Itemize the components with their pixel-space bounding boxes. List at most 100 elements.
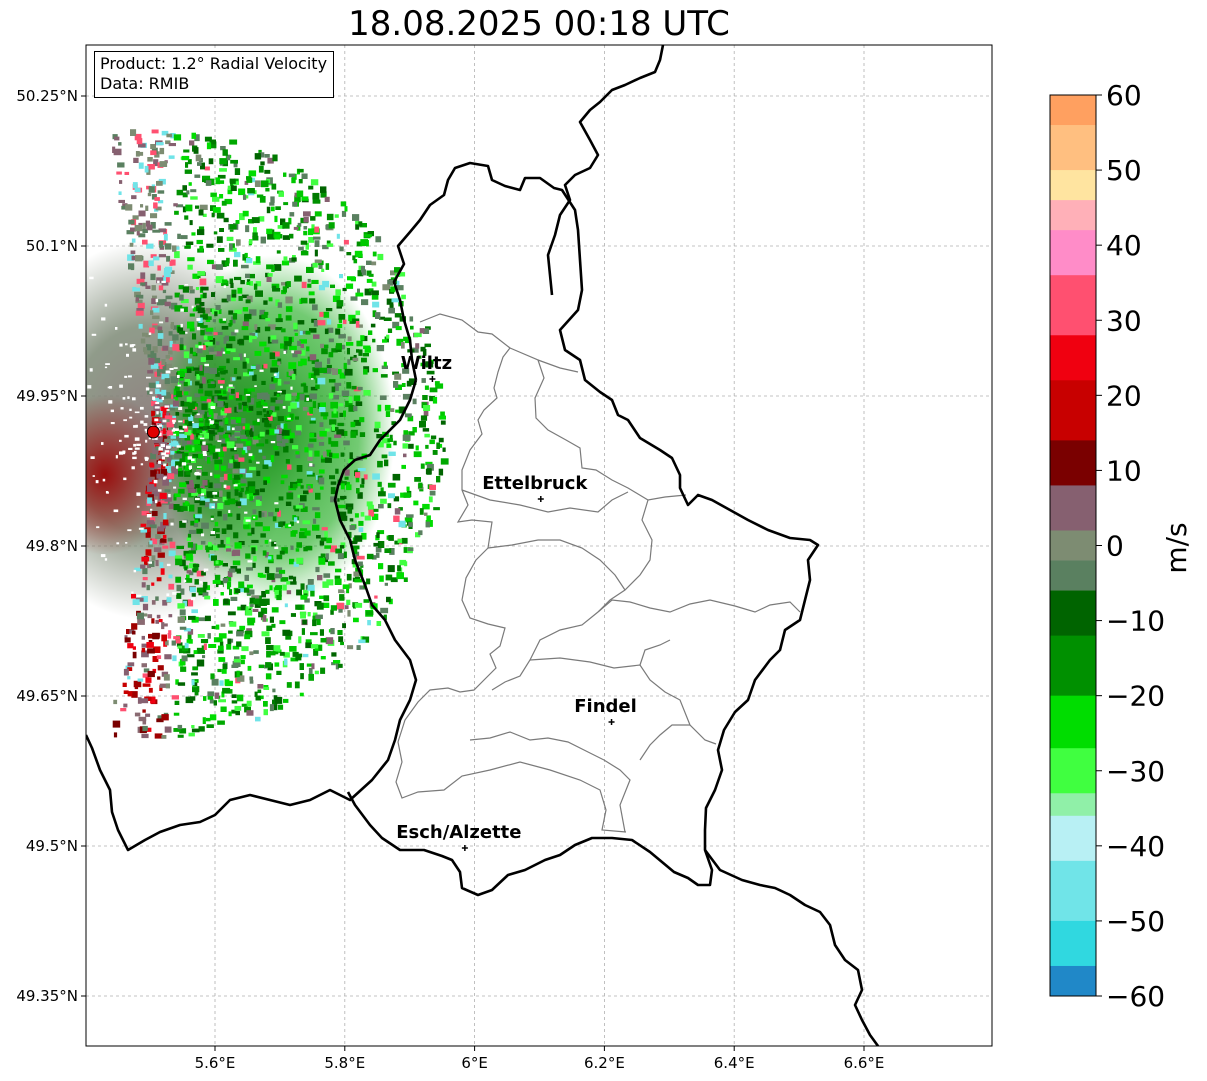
- radar-echo-gap: [136, 594, 142, 597]
- radar-echo-pixel: [360, 335, 365, 341]
- radar-echo-pixel: [300, 344, 304, 348]
- radar-echo-pixel: [166, 133, 173, 138]
- radar-echo-pixel: [404, 517, 413, 523]
- radar-echo-gap: [129, 408, 132, 411]
- radar-echo-pixel: [157, 369, 165, 373]
- radar-echo-gap: [208, 418, 212, 421]
- radar-echo-pixel: [346, 599, 351, 605]
- radar-echo-pixel: [262, 526, 270, 532]
- radar-echo-pixel: [372, 251, 377, 257]
- radar-echo-pixel: [206, 243, 214, 248]
- canton-boundary-line: [487, 539, 626, 591]
- radar-echo-pixel: [150, 254, 157, 258]
- radar-echo-pixel: [219, 680, 224, 686]
- radar-echo-pixel: [288, 575, 294, 580]
- radar-echo-pixel: [251, 539, 259, 543]
- radar-echo-pixel: [181, 655, 188, 662]
- radar-echo-pixel: [157, 371, 161, 377]
- radar-echo-pixel: [117, 162, 125, 168]
- radar-echo-pixel: [271, 607, 279, 613]
- radar-echo-pixel: [222, 514, 228, 521]
- radar-echo-pixel: [262, 550, 267, 556]
- radar-echo-pixel: [429, 395, 435, 402]
- radar-echo-pixel: [132, 630, 136, 635]
- radar-echo-gap: [172, 427, 175, 431]
- radar-echo-pixel: [307, 278, 311, 283]
- radar-echo-pixel: [197, 617, 206, 622]
- radar-echo-gap: [123, 419, 127, 422]
- radar-echo-gap: [156, 384, 162, 388]
- radar-echo-pixel: [138, 210, 146, 217]
- radar-echo-pixel: [235, 220, 240, 224]
- radar-echo-pixel: [271, 339, 279, 344]
- radar-echo-pixel: [378, 504, 384, 509]
- radar-echo-pixel: [245, 440, 252, 446]
- radar-echo-pixel: [231, 455, 237, 463]
- radar-echo-pixel: [118, 199, 125, 203]
- radar-echo-pixel: [214, 491, 222, 498]
- radar-echo-pixel: [192, 307, 198, 312]
- radar-echo-pixel: [395, 326, 402, 331]
- radar-echo-pixel: [278, 496, 284, 501]
- radar-echo-pixel: [320, 457, 328, 463]
- radar-echo-pixel: [191, 609, 198, 614]
- radar-echo-pixel: [147, 370, 154, 374]
- radar-echo-pixel: [299, 339, 307, 344]
- radar-echo-pixel: [357, 270, 364, 277]
- radar-echo-pixel: [235, 417, 241, 423]
- radar-echo-gap: [296, 520, 300, 524]
- radar-echo-gap: [182, 425, 187, 429]
- radar-echo-pixel: [377, 481, 382, 487]
- radar-echo-pixel: [254, 603, 261, 608]
- radar-echo-gap: [163, 477, 166, 480]
- radar-echo-pixel: [187, 321, 195, 329]
- radar-echo-pixel: [348, 583, 352, 589]
- radar-echo-pixel: [234, 251, 241, 258]
- radar-echo-pixel: [320, 186, 327, 193]
- radar-echo-pixel: [256, 392, 264, 399]
- radar-echo-pixel: [261, 314, 268, 319]
- radar-echo-pixel: [195, 436, 203, 441]
- radar-echo-gap: [234, 446, 237, 451]
- radar-echo-pixel: [429, 484, 436, 490]
- radar-echo-pixel: [313, 236, 321, 240]
- radar-echo-gap: [148, 437, 151, 440]
- colorbar-segment: [1050, 920, 1096, 967]
- radar-echo-pixel: [364, 288, 372, 296]
- radar-echo-pixel: [177, 616, 185, 623]
- radar-echo-pixel: [276, 250, 281, 254]
- radar-echo-pixel: [140, 698, 149, 704]
- radar-echo-pixel: [331, 386, 336, 393]
- radar-echo-pixel: [218, 645, 224, 651]
- radar-echo-pixel: [162, 289, 167, 294]
- radar-echo-gap: [291, 350, 294, 354]
- radar-echo-pixel: [399, 559, 407, 566]
- radar-echo-pixel: [220, 623, 226, 627]
- radar-echo-pixel: [310, 373, 316, 380]
- radar-echo-pixel: [256, 194, 264, 198]
- radar-echo-pixel: [243, 519, 249, 525]
- colorbar-segment: [1050, 530, 1096, 562]
- radar-echo-pixel: [326, 243, 334, 247]
- radar-echo-pixel: [126, 230, 135, 235]
- radar-echo-pixel: [325, 637, 334, 645]
- radar-echo-pixel: [234, 474, 241, 480]
- radar-echo-pixel: [310, 632, 318, 636]
- canton-boundary-line: [639, 639, 671, 666]
- radar-echo-gap: [110, 409, 114, 413]
- radar-echo-pixel: [200, 357, 206, 362]
- radar-echo-pixel: [166, 422, 174, 428]
- radar-echo-pixel: [232, 478, 240, 485]
- radar-echo-pixel: [167, 398, 176, 405]
- radar-echo-pixel: [151, 285, 156, 291]
- radar-echo-pixel: [146, 584, 150, 591]
- radar-echo-pixel: [193, 650, 198, 654]
- radar-echo-pixel: [185, 553, 193, 561]
- radar-echo-pixel: [385, 574, 393, 581]
- radar-echo-pixel: [199, 415, 203, 421]
- radar-echo-pixel: [114, 136, 120, 141]
- radar-echo-pixel: [159, 161, 168, 167]
- radar-echo-pixel: [145, 530, 151, 538]
- radar-echo-pixel: [160, 406, 168, 411]
